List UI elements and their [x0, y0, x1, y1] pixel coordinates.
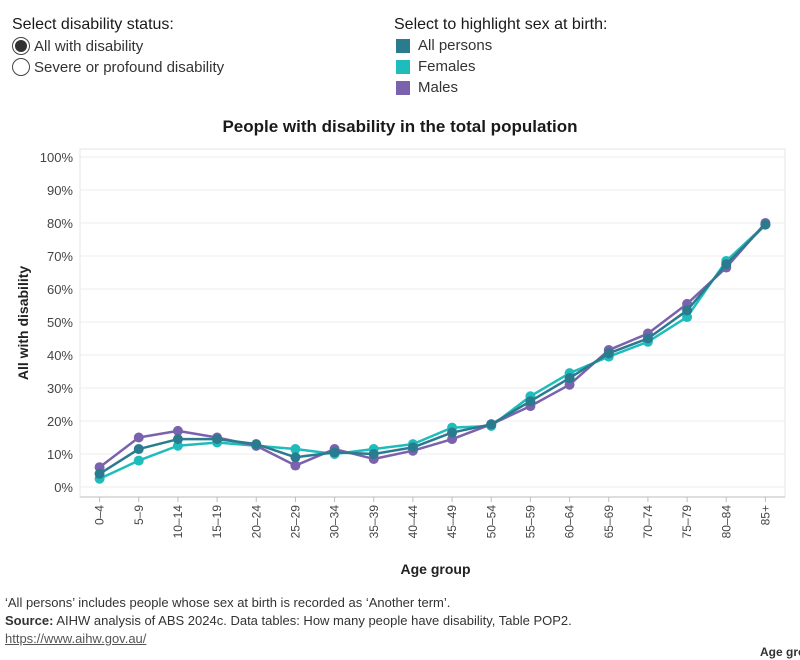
series-line-females — [99, 223, 767, 480]
series-line-males — [98, 222, 767, 469]
x-tick-label: 50–54 — [484, 505, 498, 539]
data-point-all-persons — [642, 333, 653, 344]
y-tick-label: 70% — [47, 249, 73, 264]
radio-label: All with disability — [34, 37, 144, 55]
footnote: ‘All persons’ includes people whose sex … — [5, 595, 451, 610]
x-tick-label: 85+ — [758, 505, 772, 525]
source-label: Source: — [5, 613, 54, 628]
legend-all-persons[interactable]: All persons — [396, 37, 492, 54]
data-point-all-persons — [290, 452, 301, 463]
data-point-all-persons — [94, 468, 105, 479]
age-group-corner-label: Age gro — [760, 645, 800, 659]
y-tick-label: 10% — [47, 447, 73, 462]
data-point-all-persons — [447, 427, 458, 438]
y-tick-label: 40% — [47, 348, 73, 363]
x-tick-label: 10–14 — [171, 505, 185, 539]
data-point-all-persons — [721, 259, 732, 270]
data-point-all-persons — [682, 305, 693, 316]
y-tick-label: 30% — [47, 381, 73, 396]
legend-label: All persons — [418, 37, 493, 54]
x-tick-label: 60–64 — [563, 505, 577, 539]
radio-selected-icon[interactable] — [12, 37, 30, 55]
series-line-all-persons — [98, 223, 767, 475]
data-point-all-persons — [251, 439, 262, 450]
data-point-all-persons — [564, 373, 575, 384]
data-point-all-persons — [368, 449, 379, 459]
legend-label: Females — [418, 58, 476, 75]
x-tick-label: 20–24 — [249, 505, 263, 539]
y-axis-title: All with disability — [15, 266, 31, 381]
data-point-all-persons — [486, 419, 497, 430]
data-point-all-persons — [172, 434, 183, 445]
x-tick-label: 0–4 — [93, 505, 107, 525]
radio-label: Severe or profound disability — [34, 58, 225, 76]
swatch-females — [396, 59, 410, 74]
data-point-all-persons — [133, 444, 144, 455]
x-tick-label: 25–29 — [288, 505, 302, 539]
data-point-all-persons — [329, 447, 340, 458]
line-chart: 0% 10% 20% 30% 40% 50% 60% 70% 80% 90% 100% 0–4 5–9 1… — [15, 148, 786, 577]
y-tick-label: 0% — [54, 480, 73, 495]
radio-severe-or-profound[interactable]: Severe or profound disability — [12, 58, 224, 76]
y-tick-label: 50% — [47, 315, 73, 330]
x-tick-label: 5–9 — [132, 505, 146, 525]
aihw-link[interactable]: https://www.aihw.gov.au/ — [5, 631, 147, 646]
legend-females[interactable]: Females — [396, 58, 476, 75]
x-tick-label: 55–59 — [523, 505, 537, 539]
sex-highlight-title: Select to highlight sex at birth: — [394, 16, 608, 33]
chart-title: People with disability in the total popu… — [222, 117, 578, 136]
x-tick-label: 45–49 — [445, 505, 459, 539]
data-point-all-persons — [525, 396, 536, 407]
x-tick-label: 80–84 — [719, 505, 733, 539]
swatch-males — [396, 80, 410, 95]
source-line: Source: AIHW analysis of ABS 2024c. Data… — [5, 613, 572, 628]
data-point-males — [133, 432, 144, 443]
source-text: AIHW analysis of ABS 2024c. Data tables:… — [56, 613, 572, 628]
y-tick-label: 90% — [47, 183, 73, 198]
x-tick-label: 15–19 — [210, 505, 224, 539]
y-tick-label: 20% — [47, 414, 73, 429]
x-tick-label: 40–44 — [406, 505, 420, 539]
radio-all-with-disability[interactable]: All with disability — [12, 37, 143, 55]
data-point-females — [290, 444, 301, 455]
data-point-females — [133, 455, 144, 466]
data-point-all-persons — [212, 434, 223, 445]
disability-status-title: Select disability status: — [12, 16, 174, 33]
y-tick-label: 60% — [47, 282, 73, 297]
x-tick-label: 65–69 — [602, 505, 616, 539]
data-point-all-persons — [760, 219, 771, 230]
x-tick-label: 30–34 — [328, 505, 342, 539]
radio-unselected-icon[interactable] — [12, 58, 30, 76]
legend-label: Males — [418, 79, 459, 96]
swatch-all-persons — [396, 38, 410, 53]
data-point-all-persons — [603, 348, 614, 359]
x-axis-title: Age group — [401, 561, 471, 577]
data-point-all-persons — [407, 442, 418, 453]
x-tick-label: 35–39 — [367, 505, 381, 539]
data-point-males — [290, 460, 301, 471]
data-point-males — [172, 425, 183, 436]
y-tick-label: 80% — [47, 216, 73, 231]
x-tick-label: 75–79 — [680, 505, 694, 539]
y-tick-label: 100% — [40, 150, 74, 165]
x-tick-label: 70–74 — [641, 505, 655, 539]
legend-males[interactable]: Males — [396, 79, 458, 96]
